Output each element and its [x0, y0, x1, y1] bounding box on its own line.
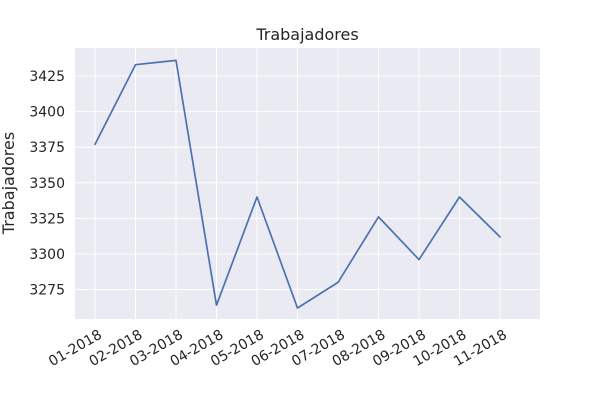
y-tick-label: 3275	[29, 283, 65, 299]
y-tick-label: 3425	[29, 69, 65, 85]
series-group	[94, 59, 501, 309]
y-tick-label: 3325	[29, 211, 65, 227]
y-tick-label: 3300	[29, 247, 65, 263]
chart-title: Trabajadores	[255, 25, 358, 44]
y-tick-label: 3400	[29, 105, 65, 121]
y-tick-label: 3375	[29, 140, 65, 156]
y-tick-label: 3350	[29, 176, 65, 192]
y-axis-label: Trabajadores	[0, 132, 18, 235]
y-tick-labels: 3275 3300 3325 3350 3375 3400 3425	[29, 69, 65, 298]
plot-background	[75, 48, 540, 319]
series-line	[94, 59, 501, 309]
x-tick-labels: 01-201802-201803-201804-201805-201806-20…	[46, 327, 510, 370]
y-gridlines	[75, 75, 540, 291]
x-gridlines	[94, 48, 501, 319]
